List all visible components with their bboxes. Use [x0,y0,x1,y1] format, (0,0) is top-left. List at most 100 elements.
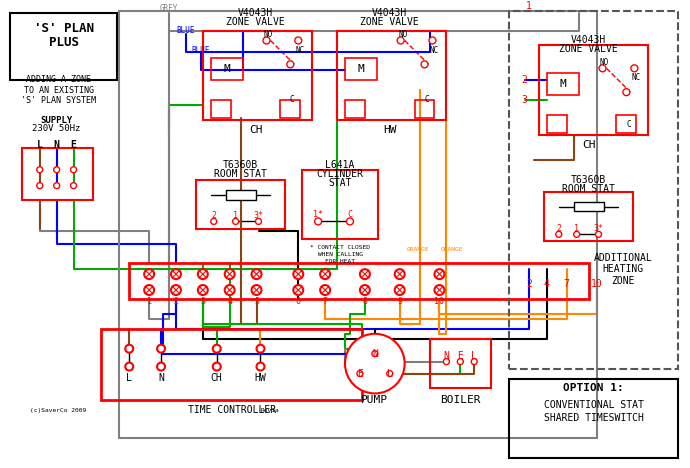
Circle shape [395,269,404,279]
Text: E: E [70,140,77,150]
Bar [429,339,491,388]
Circle shape [287,61,294,68]
Bar [547,73,579,95]
Text: 3*: 3* [593,224,604,233]
Text: STAT: STAT [328,178,352,188]
Text: NO: NO [398,30,407,39]
Text: 8: 8 [362,298,367,307]
Circle shape [595,231,602,237]
Text: C: C [626,120,631,130]
Bar [544,191,633,241]
Circle shape [171,269,181,279]
Text: ZONE VALVE: ZONE VALVE [559,44,618,54]
Text: E: E [457,351,463,361]
Circle shape [37,167,43,173]
Circle shape [429,37,436,44]
Bar [203,30,312,120]
Circle shape [387,371,393,377]
Text: ADDING A ZONE
TO AN EXISTING
'S' PLAN SYSTEM: ADDING A ZONE TO AN EXISTING 'S' PLAN SY… [21,75,96,105]
Text: 1: 1 [526,0,532,11]
Circle shape [210,219,217,225]
Circle shape [157,363,165,371]
Bar [539,45,648,135]
Bar [509,11,678,369]
Text: 7: 7 [564,279,570,289]
Circle shape [623,89,630,95]
Text: (c)SaverCo 2009: (c)SaverCo 2009 [30,408,86,413]
Text: * CONTACT CLOSED: * CONTACT CLOSED [310,245,370,250]
Text: ORANGE: ORANGE [440,247,462,252]
Text: 3*: 3* [253,211,264,220]
Text: 230V 50Hz: 230V 50Hz [32,124,81,133]
Bar [226,190,255,199]
Bar [210,100,230,118]
Bar [509,379,678,458]
Circle shape [435,269,444,279]
Circle shape [252,285,262,295]
Text: NO: NO [264,30,273,39]
Text: FOR HEAT: FOR HEAT [325,259,355,263]
Circle shape [357,371,363,377]
Text: L: L [471,351,477,361]
Circle shape [320,285,330,295]
Text: CONVENTIONAL STAT: CONVENTIONAL STAT [544,400,644,410]
Text: CH: CH [249,125,262,135]
Text: 10: 10 [435,298,444,307]
Text: HW: HW [255,373,266,382]
Bar [547,115,566,133]
Bar [10,13,117,80]
Text: M: M [560,79,566,89]
Circle shape [54,183,59,189]
Text: 7: 7 [323,298,328,307]
Circle shape [599,65,606,72]
Text: N: N [372,349,377,358]
Circle shape [263,37,270,44]
Text: SUPPLY: SUPPLY [41,116,72,124]
Bar [22,148,93,199]
Text: 2: 2 [521,75,527,85]
Circle shape [397,37,404,44]
Circle shape [37,183,43,189]
Text: 2: 2 [211,211,216,220]
Circle shape [555,231,562,237]
Text: C: C [424,95,429,103]
Circle shape [295,37,302,44]
Circle shape [320,269,330,279]
Circle shape [257,363,264,371]
Bar [616,115,636,133]
Text: CH: CH [582,140,595,150]
Circle shape [157,345,165,353]
Text: ZONE VALVE: ZONE VALVE [226,16,285,27]
Text: V4043H: V4043H [238,7,273,18]
Circle shape [144,285,154,295]
Text: SHARED TIMESWITCH: SHARED TIMESWITCH [544,413,644,423]
Text: M: M [357,64,364,74]
Text: 1: 1 [147,298,152,307]
Circle shape [198,269,208,279]
Text: 2: 2 [173,298,179,307]
Text: 4: 4 [227,298,232,307]
Text: BLUE: BLUE [192,46,210,55]
Text: BOILER: BOILER [440,395,480,405]
Text: V4043H: V4043H [571,36,607,45]
Text: 5: 5 [254,298,259,307]
Text: ORANGE: ORANGE [406,247,428,252]
Circle shape [225,269,235,279]
Text: N: N [158,373,164,382]
Circle shape [213,345,221,353]
Circle shape [360,285,370,295]
Text: 6: 6 [296,298,301,307]
Circle shape [213,363,221,371]
Circle shape [54,167,59,173]
Bar [280,100,300,118]
Circle shape [257,345,264,353]
Text: BLUE: BLUE [177,26,195,35]
Text: Rev1a: Rev1a [261,408,280,413]
Bar [101,329,362,401]
Circle shape [435,285,444,295]
Bar [345,58,377,80]
Text: C: C [348,210,353,219]
Text: CYLINDER: CYLINDER [317,168,364,179]
Text: L: L [37,140,43,150]
Text: E: E [357,368,363,379]
